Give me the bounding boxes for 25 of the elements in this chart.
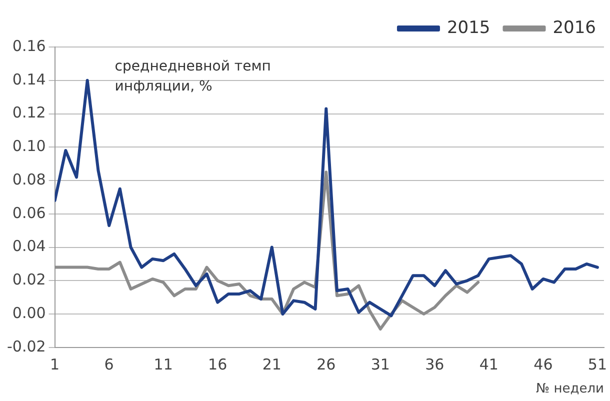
y-tick-label: 0.10 [12,137,46,156]
annotation: среднедневной темп инфляции, % [114,58,271,95]
y-tick-label: -0.02 [7,337,46,356]
x-tick-label: 1 [50,355,60,374]
y-tick-label: 0.06 [12,204,46,222]
y-tick-label: 0.02 [12,270,46,289]
x-axis-title: № недели [536,382,604,397]
y-tick-label: 0.00 [12,304,46,322]
x-tick-label: 6 [104,355,114,374]
legend-label: 2016 [552,18,596,38]
y-tick-label: 0.14 [12,70,46,88]
x-tick-label: 11 [154,355,173,374]
x-tick-label: 51 [588,355,608,374]
x-tick-label: 31 [370,355,390,374]
x-tick-label: 16 [208,355,228,374]
x-tick-label: 26 [316,355,336,374]
y-tick-label: 0.12 [12,104,46,122]
x-tick-label: 46 [534,355,553,374]
x-tick-label: 36 [425,355,444,374]
y-tick-label: 0.16 [12,36,46,55]
y-tick-label: 0.04 [12,237,46,256]
x-tick-label: 41 [479,355,498,374]
x-tick-label: 21 [262,355,282,374]
legend-label: 2015 [446,18,490,38]
y-tick-label: 0.08 [12,170,46,188]
